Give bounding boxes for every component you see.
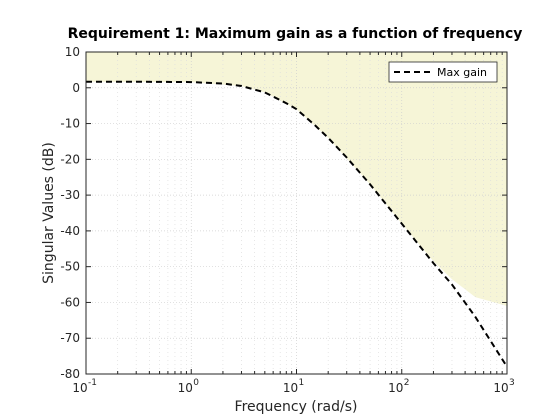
x-tick-label-base: 10 [388, 381, 403, 395]
series-line-max-gain [86, 80, 508, 368]
x-tick-label-exponent: -1 [88, 378, 97, 388]
x-tick-label-exponent: 1 [299, 378, 305, 388]
legend-box [388, 61, 498, 83]
y-tick-label: -10 [60, 117, 80, 131]
x-tick-label-exponent: 0 [193, 378, 199, 388]
x-tick-label-base: 10 [72, 381, 87, 395]
y-tick-label: -40 [60, 224, 80, 238]
y-tick-label: -80 [60, 367, 80, 381]
x-tick-label-base: 10 [493, 381, 508, 395]
x-tick-label-base: 10 [283, 381, 298, 395]
y-tick-label: 0 [72, 81, 80, 95]
x-tick-label: 10 3 [493, 378, 514, 395]
y-tick-label: -20 [60, 152, 80, 166]
x-tick-label: 10 0 [178, 378, 200, 395]
legend-label-max-gain: Max gain [437, 66, 487, 79]
legend: Max gain [388, 61, 498, 83]
x-tick-label: 10 2 [388, 378, 409, 395]
y-tick-label: -70 [60, 331, 80, 345]
grid-layer [85, 51, 507, 375]
x-tick-label-base: 10 [178, 381, 193, 395]
y-axis-label: Singular Values (dB) [41, 142, 57, 284]
chart-title: Requirement 1: Maximum gain as a functio… [68, 26, 523, 42]
y-tick-label: -30 [60, 188, 80, 202]
y-tick-label: -60 [60, 295, 80, 309]
y-tick-label: -50 [60, 260, 80, 274]
x-tick-label-exponent: 2 [404, 378, 410, 388]
x-axis-label: Frequency (rad/s) [235, 399, 358, 415]
x-tick-label: 10 1 [283, 378, 304, 395]
x-tick-label-exponent: 3 [509, 378, 515, 388]
series-layer [86, 80, 508, 368]
x-tick-label: 10 -1 [72, 378, 97, 395]
y-tick-label: 10 [65, 45, 80, 59]
